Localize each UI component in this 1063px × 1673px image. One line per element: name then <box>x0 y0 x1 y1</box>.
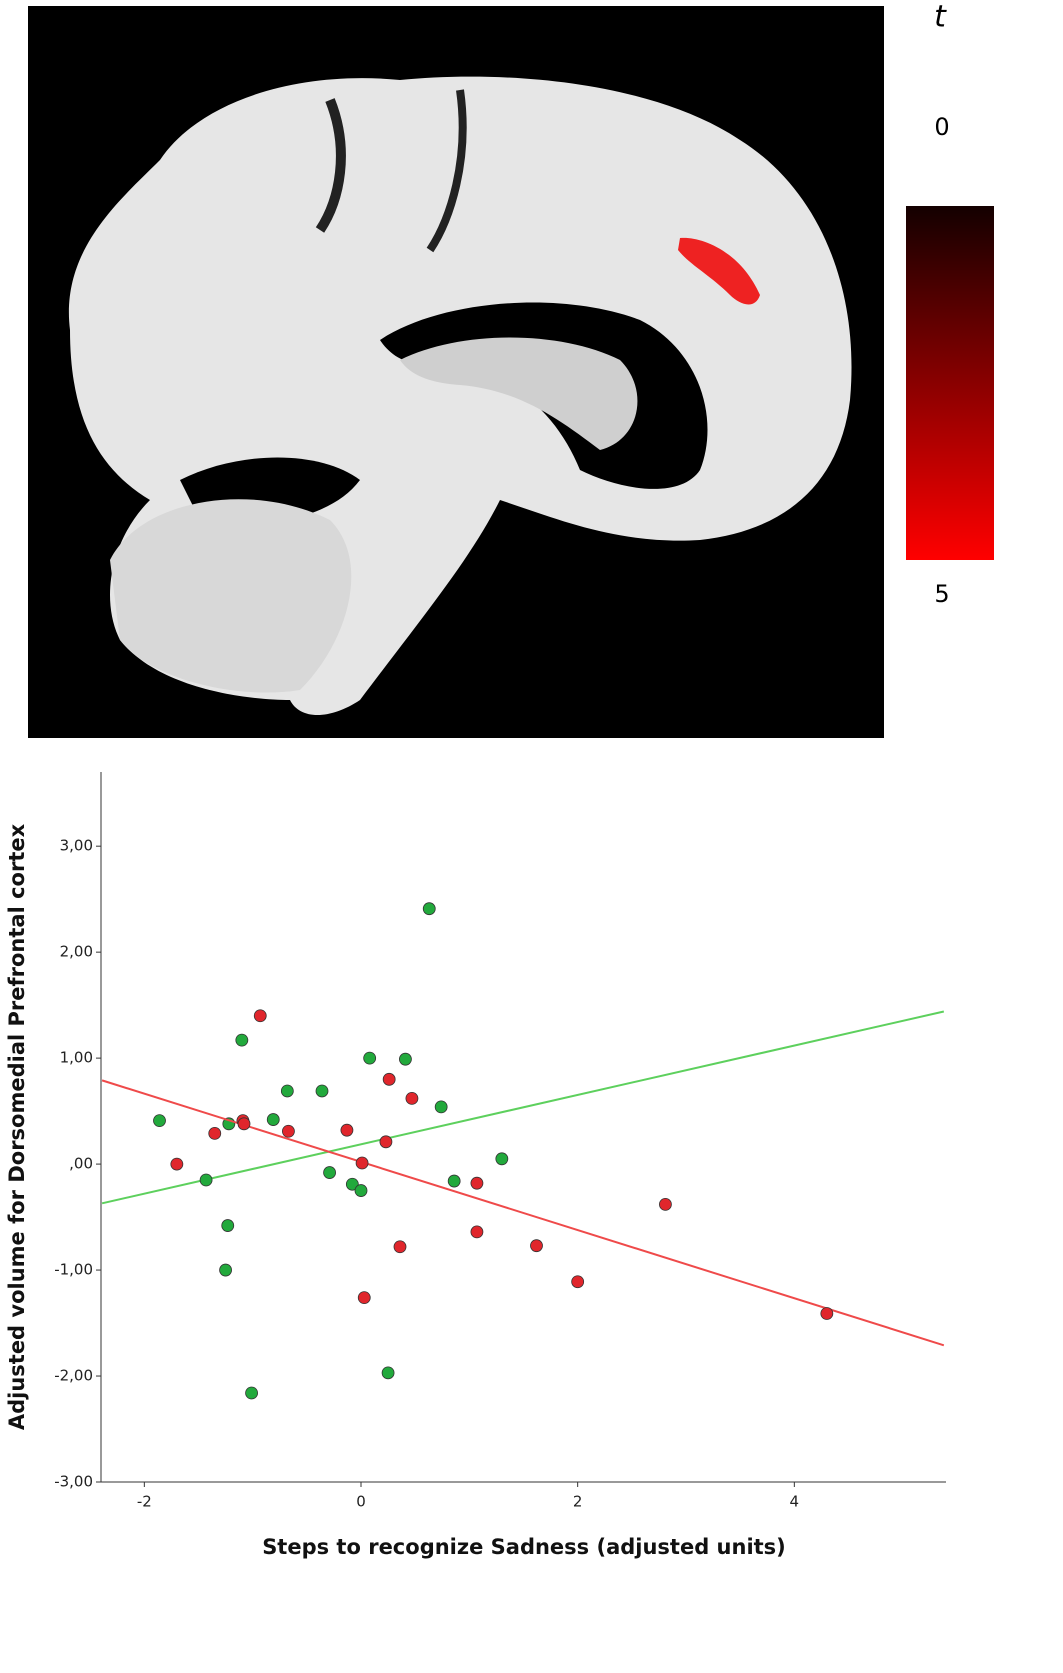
colorbar-tick-label: 0 <box>934 113 949 141</box>
point <box>447 1174 461 1188</box>
point <box>382 1072 396 1086</box>
point <box>153 1114 166 1128</box>
point <box>208 1126 222 1140</box>
y-tick-label: 3,00 <box>60 837 93 855</box>
colorbar-label: t <box>934 0 947 35</box>
x-tick-label: 0 <box>356 1493 366 1511</box>
colorbar <box>906 206 994 560</box>
point <box>470 1225 484 1239</box>
point <box>345 1177 359 1191</box>
point <box>393 1240 407 1254</box>
x-tick-label: 2 <box>573 1493 583 1511</box>
point <box>199 1173 213 1187</box>
fit-line <box>101 1079 945 1347</box>
point <box>381 1366 395 1380</box>
point <box>266 1113 280 1126</box>
point <box>323 1166 336 1179</box>
point <box>170 1157 184 1171</box>
point <box>422 902 436 916</box>
point <box>245 1386 258 1400</box>
y-tick-label: -2,00 <box>54 1367 93 1385</box>
point <box>253 1009 267 1023</box>
point <box>354 1184 368 1197</box>
point <box>219 1263 232 1277</box>
y-tick-label: -3,00 <box>54 1473 93 1491</box>
point <box>340 1123 354 1137</box>
y-tick-label: ,00 <box>69 1155 93 1173</box>
x-tick-label: -2 <box>137 1493 152 1511</box>
point <box>379 1135 393 1149</box>
y-tick-label: 2,00 <box>60 943 93 961</box>
point <box>357 1291 371 1305</box>
x-tick-label: 4 <box>790 1493 800 1511</box>
brain-image <box>28 6 884 738</box>
point <box>820 1307 834 1320</box>
y-tick-label: -1,00 <box>54 1261 93 1279</box>
y-tick-label: 1,00 <box>60 1049 93 1067</box>
point <box>530 1239 543 1253</box>
point <box>237 1117 251 1131</box>
point <box>355 1156 369 1170</box>
fit-line <box>101 1010 945 1205</box>
colorbar-tick-label: 5 <box>934 580 949 608</box>
point <box>405 1091 419 1105</box>
point <box>363 1051 377 1065</box>
point <box>659 1197 672 1211</box>
point <box>495 1152 509 1166</box>
point <box>315 1084 329 1098</box>
point <box>282 1124 295 1138</box>
point <box>571 1275 585 1289</box>
point <box>399 1052 412 1066</box>
x-axis-title: Steps to recognize Sadness (adjusted uni… <box>262 1535 786 1559</box>
point <box>221 1219 235 1232</box>
point <box>470 1176 484 1190</box>
point <box>434 1100 448 1114</box>
point <box>280 1084 294 1098</box>
point <box>235 1033 249 1047</box>
y-axis-title: Adjusted volume for Dorsomedial Prefront… <box>5 823 29 1430</box>
